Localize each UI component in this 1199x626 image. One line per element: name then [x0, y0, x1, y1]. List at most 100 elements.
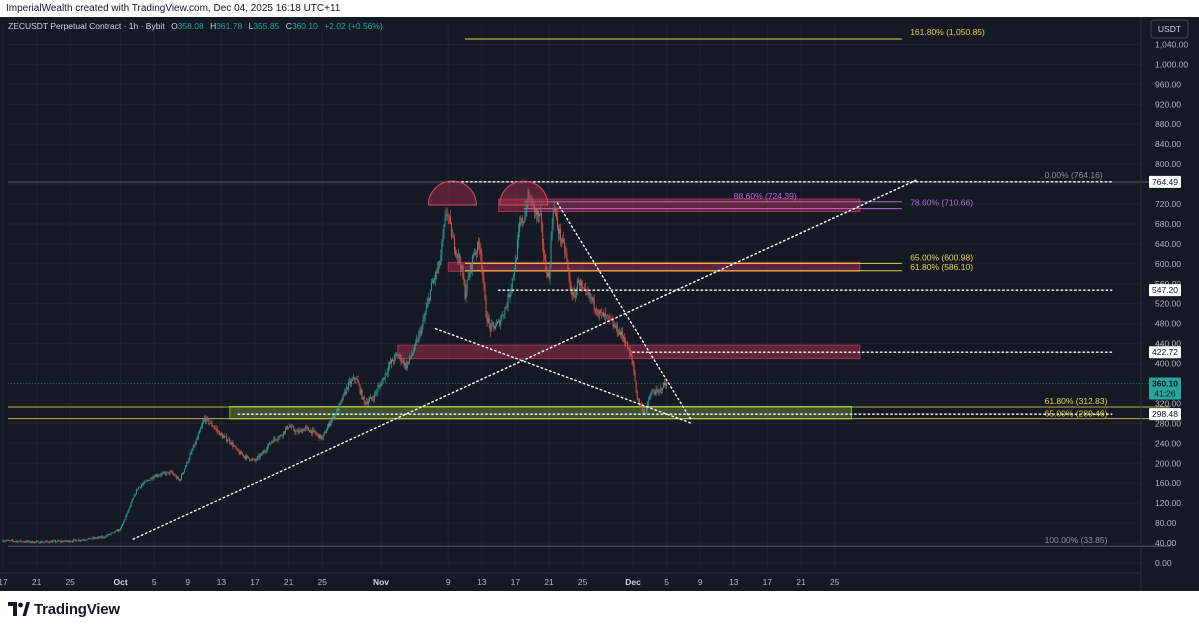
- candle-body: [97, 537, 98, 539]
- candle-body: [128, 508, 130, 512]
- demand-zone: [229, 405, 852, 420]
- candle-body: [58, 540, 60, 542]
- candle-body: [497, 321, 498, 324]
- candle-body: [174, 475, 176, 477]
- candle-body: [247, 455, 249, 457]
- chart-svg[interactable]: 161.80% (1,050.85) 0.00% (764.16) 88.60% (…: [0, 17, 1199, 591]
- legend-low-value: 355.85: [253, 21, 279, 31]
- candle-body: [404, 362, 406, 366]
- candle-body: [233, 446, 235, 447]
- candle-body: [71, 541, 73, 543]
- candle-body: [408, 356, 410, 362]
- candle-body: [508, 294, 510, 297]
- candle-body: [375, 392, 377, 394]
- candle-body: [565, 252, 567, 254]
- tradingview-logo[interactable]: TradingView: [8, 599, 120, 619]
- grid: [2, 22, 1141, 569]
- zones: [229, 198, 861, 420]
- candle-body: [65, 540, 67, 542]
- candle-body: [342, 394, 344, 401]
- trendlines[interactable]: [132, 178, 1113, 540]
- descending-trendline[interactable]: [434, 327, 693, 425]
- candle-body: [309, 430, 311, 433]
- candle-body: [303, 428, 305, 432]
- candle-body: [526, 206, 528, 208]
- candle-body: [183, 471, 185, 474]
- candle-body: [485, 297, 487, 318]
- candle-body: [387, 366, 389, 373]
- candle-body: [55, 540, 56, 543]
- candle-body: [340, 399, 342, 403]
- legend-high-key: H: [210, 21, 216, 31]
- y-tick-label: 720.00: [1155, 199, 1181, 209]
- candle-body: [566, 252, 568, 261]
- candle-body: [320, 434, 322, 439]
- candle-body: [532, 200, 534, 204]
- candle-body: [364, 401, 366, 404]
- candle-body: [531, 200, 533, 206]
- candle-body: [321, 437, 323, 439]
- candle-body: [422, 321, 424, 326]
- falling-trendline[interactable]: [556, 202, 693, 422]
- candle-body: [191, 450, 193, 452]
- candle-body: [440, 254, 442, 266]
- candle-body: [213, 426, 215, 428]
- candle-body: [254, 459, 256, 461]
- candle-body: [448, 216, 450, 218]
- candle-body: [344, 391, 346, 394]
- time-axis[interactable]: 17 21 25 Oct 5 9 13 17 21 25 Nov 9 13 17 21 25 Dec 5 9 13 17…: [0, 572, 1141, 587]
- candle-body: [547, 272, 549, 277]
- candle-body: [141, 485, 143, 488]
- candle-body: [479, 245, 481, 250]
- candle-body: [285, 428, 286, 433]
- candle-body: [573, 291, 575, 296]
- candle-body: [302, 429, 304, 432]
- x-tick-label: 21: [32, 577, 42, 587]
- price-axis[interactable]: 0.00 40.00 80.00 120.00 160.00 200.00 240.00 28…: [1140, 17, 1188, 591]
- candle-body: [148, 480, 150, 481]
- rising-trendline[interactable]: [132, 178, 920, 540]
- candle-body: [640, 404, 642, 407]
- candle-body: [352, 379, 354, 381]
- candle-body: [203, 420, 204, 423]
- candle-body: [72, 539, 74, 542]
- candle-body: [586, 289, 588, 292]
- candle-body: [314, 430, 316, 433]
- candle-body: [415, 342, 417, 345]
- candle-body: [9, 540, 11, 541]
- y-tick-label: 320.00: [1155, 398, 1181, 408]
- candle-body: [628, 348, 630, 350]
- candle-body: [455, 250, 456, 254]
- chart-panel[interactable]: 161.80% (1,050.85) 0.00% (764.16) 88.60% (…: [0, 17, 1199, 591]
- candle-body: [492, 323, 494, 326]
- candle-body: [396, 354, 398, 356]
- candle-body: [426, 302, 428, 308]
- candle-body: [442, 234, 444, 243]
- candle-body: [370, 397, 371, 399]
- candle-body: [505, 306, 507, 308]
- candle-body: [588, 293, 590, 295]
- y-tick-label: 960.00: [1155, 79, 1181, 89]
- candle-body: [550, 237, 552, 266]
- candle-body: [232, 442, 234, 447]
- candle-body: [105, 535, 107, 538]
- candle-body: [349, 381, 350, 383]
- currency-button[interactable]: USDT: [1150, 19, 1189, 39]
- x-tick-label: 21: [796, 577, 806, 587]
- candle-body: [652, 391, 654, 393]
- candle-body: [478, 242, 480, 246]
- candle-body: [546, 270, 548, 277]
- candle-body: [507, 294, 509, 307]
- legend-high-value: 361.78: [216, 21, 242, 31]
- candle-body: [481, 253, 483, 269]
- candle-body: [522, 218, 524, 224]
- y-tick-label: 160.00: [1155, 478, 1181, 488]
- candle-body: [24, 541, 26, 543]
- candle-body: [42, 542, 44, 543]
- candle-body: [78, 539, 80, 541]
- candle-body: [420, 330, 422, 334]
- candle-body: [584, 288, 586, 289]
- candle-body: [64, 540, 66, 542]
- candle-body: [67, 540, 69, 542]
- candle-body: [654, 392, 656, 395]
